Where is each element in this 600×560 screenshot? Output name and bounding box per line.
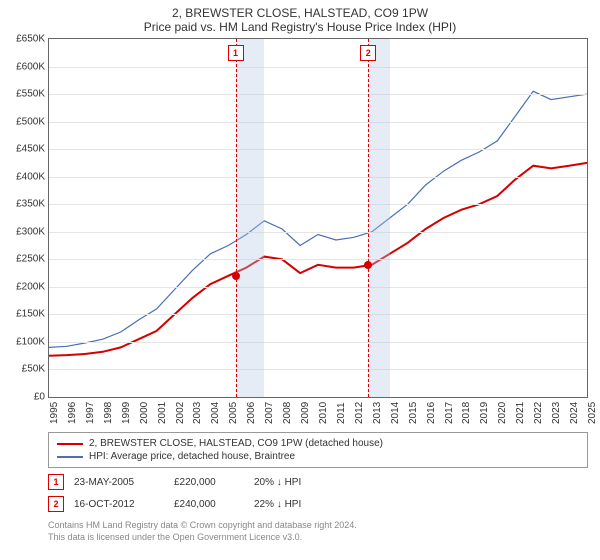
- gridline: [49, 232, 587, 233]
- x-axis-label: 2004: [210, 402, 221, 424]
- sale-dot: [232, 272, 240, 280]
- sale-diff: 20% ↓ HPI: [254, 477, 344, 488]
- gridline: [49, 94, 587, 95]
- gridline: [49, 287, 587, 288]
- y-axis-label: £550K: [3, 89, 45, 100]
- copyright-line: This data is licensed under the Open Gov…: [48, 532, 588, 544]
- gridline: [49, 122, 587, 123]
- sale-records: 1 23-MAY-2005 £220,000 20% ↓ HPI 2 16-OCT-201…: [0, 474, 600, 512]
- sale-date: 16-OCT-2012: [74, 499, 164, 510]
- x-axis-label: 1996: [67, 402, 78, 424]
- chart-title: 2, BREWSTER CLOSE, HALSTEAD, CO9 1PW: [0, 0, 600, 20]
- x-axis-label: 2011: [336, 402, 347, 424]
- x-axis-label: 2005: [228, 402, 239, 424]
- x-axis-label: 1999: [121, 402, 132, 424]
- x-axis-label: 2016: [426, 402, 437, 424]
- x-axis-label: 2009: [300, 402, 311, 424]
- sale-record-badge: 1: [48, 474, 64, 490]
- x-axis-label: 2013: [372, 402, 383, 424]
- x-axis-label: 2019: [479, 402, 490, 424]
- sale-diff: 22% ↓ HPI: [254, 499, 344, 510]
- gridline: [49, 204, 587, 205]
- x-axis-label: 2014: [390, 402, 401, 424]
- x-axis-label: 2020: [497, 402, 508, 424]
- gridline: [49, 177, 587, 178]
- y-axis-label: £450K: [3, 144, 45, 155]
- y-axis-label: £250K: [3, 254, 45, 265]
- chart-subtitle: Price paid vs. HM Land Registry's House …: [0, 20, 600, 38]
- gridline: [49, 369, 587, 370]
- x-axis-label: 2015: [408, 402, 419, 424]
- sale-price: £240,000: [174, 499, 244, 510]
- ownership-shade: [368, 39, 390, 397]
- legend-item: HPI: Average price, detached house, Brai…: [57, 450, 579, 463]
- sale-marker-line: [236, 39, 237, 397]
- x-axis-label: 2025: [587, 402, 598, 424]
- x-axis-label: 2003: [192, 402, 203, 424]
- x-axis-label: 2021: [515, 402, 526, 424]
- x-axis-label: 2010: [318, 402, 329, 424]
- gridline: [49, 67, 587, 68]
- y-axis-label: £50K: [3, 364, 45, 375]
- x-axis-label: 2008: [282, 402, 293, 424]
- y-axis-label: £0: [3, 392, 45, 403]
- y-axis-label: £650K: [3, 34, 45, 45]
- legend-swatch: [57, 443, 83, 445]
- y-axis-label: £200K: [3, 281, 45, 292]
- sale-dot: [364, 261, 372, 269]
- legend-swatch: [57, 456, 83, 458]
- y-axis-label: £400K: [3, 171, 45, 182]
- legend-item: 2, BREWSTER CLOSE, HALSTEAD, CO9 1PW (de…: [57, 437, 579, 450]
- gridline: [49, 314, 587, 315]
- y-axis-label: £100K: [3, 336, 45, 347]
- x-axis-label: 2024: [569, 402, 580, 424]
- x-axis-label: 2022: [533, 402, 544, 424]
- x-axis-label: 2002: [175, 402, 186, 424]
- x-axis-label: 2007: [264, 402, 275, 424]
- chart-plot-area: £0£50K£100K£150K£200K£250K£300K£350K£400…: [48, 38, 588, 398]
- y-axis-label: £600K: [3, 61, 45, 72]
- series-line: [49, 91, 587, 347]
- legend-label: HPI: Average price, detached house, Brai…: [89, 451, 295, 462]
- sale-marker-badge: 2: [360, 45, 376, 61]
- x-axis-label: 2006: [246, 402, 257, 424]
- y-axis-label: £350K: [3, 199, 45, 210]
- x-axis-label: 2017: [444, 402, 455, 424]
- x-axis-label: 2001: [157, 402, 168, 424]
- gridline: [49, 149, 587, 150]
- y-axis-label: £150K: [3, 309, 45, 320]
- x-axis-label: 1995: [49, 402, 60, 424]
- sale-record-row: 2 16-OCT-2012 £240,000 22% ↓ HPI: [48, 496, 600, 512]
- sale-record-badge: 2: [48, 496, 64, 512]
- sale-marker-line: [368, 39, 369, 397]
- x-axis-label: 2023: [551, 402, 562, 424]
- x-axis-label: 1997: [85, 402, 96, 424]
- x-axis-label: 2000: [139, 402, 150, 424]
- gridline: [49, 259, 587, 260]
- y-axis-label: £300K: [3, 226, 45, 237]
- chart-legend: 2, BREWSTER CLOSE, HALSTEAD, CO9 1PW (de…: [48, 432, 588, 468]
- sale-marker-badge: 1: [228, 45, 244, 61]
- copyright-notice: Contains HM Land Registry data © Crown c…: [48, 520, 588, 543]
- copyright-line: Contains HM Land Registry data © Crown c…: [48, 520, 588, 532]
- sale-date: 23-MAY-2005: [74, 477, 164, 488]
- chart-svg: [49, 39, 587, 397]
- x-axis-label: 1998: [103, 402, 114, 424]
- y-axis-label: £500K: [3, 116, 45, 127]
- sale-price: £220,000: [174, 477, 244, 488]
- sale-record-row: 1 23-MAY-2005 £220,000 20% ↓ HPI: [48, 474, 600, 490]
- legend-label: 2, BREWSTER CLOSE, HALSTEAD, CO9 1PW (de…: [89, 438, 383, 449]
- x-axis-label: 2012: [354, 402, 365, 424]
- gridline: [49, 342, 587, 343]
- ownership-shade: [236, 39, 265, 397]
- x-axis-label: 2018: [461, 402, 472, 424]
